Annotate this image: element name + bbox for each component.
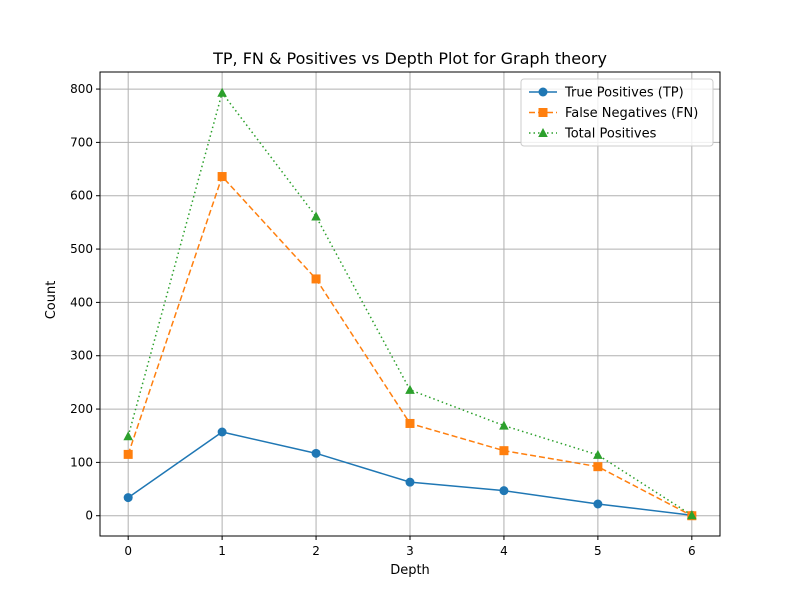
x-tick-label: 2 — [312, 544, 320, 558]
y-tick-label: 0 — [85, 509, 93, 523]
data-point — [593, 462, 603, 472]
y-tick-label: 200 — [70, 402, 93, 416]
data-point — [217, 172, 227, 182]
x-tick-label: 6 — [688, 544, 696, 558]
data-point — [687, 510, 697, 520]
chart-title: TP, FN & Positives vs Depth Plot for Gra… — [212, 49, 607, 68]
data-point — [123, 449, 133, 459]
legend-marker — [538, 108, 548, 117]
y-tick-label: 300 — [70, 349, 93, 363]
y-tick-label: 800 — [70, 82, 93, 96]
data-point — [405, 418, 415, 428]
series-3 — [123, 87, 697, 520]
y-tick-label: 100 — [70, 455, 93, 469]
x-tick-label: 3 — [406, 544, 414, 558]
legend: True Positives (TP) False Negatives (FN) T… — [520, 78, 714, 147]
data-point — [123, 493, 133, 503]
data-point — [311, 274, 321, 284]
data-point — [123, 431, 133, 441]
legend-marker — [538, 87, 548, 97]
legend-label: False Negatives (FN) — [565, 106, 698, 121]
x-tick-label: 1 — [218, 544, 226, 558]
data-point — [311, 448, 321, 458]
y-tick-label: 700 — [70, 135, 93, 149]
y-tick-label: 600 — [70, 189, 93, 203]
data-point — [499, 420, 509, 430]
x-tick-label: 0 — [124, 544, 132, 558]
legend-label: Total Positives — [564, 127, 657, 142]
data-point — [593, 449, 603, 459]
legend-item: Total Positives — [529, 127, 657, 142]
y-tick-label: 500 — [70, 242, 93, 256]
data-point — [311, 211, 321, 221]
x-tick-label: 5 — [594, 544, 602, 558]
series-layer — [123, 87, 697, 521]
data-point — [217, 427, 227, 437]
grid — [100, 72, 720, 536]
data-point — [499, 446, 509, 456]
x-tick-label: 4 — [500, 544, 508, 558]
x-axis-label: Depth — [390, 563, 430, 578]
y-axis-label: Count — [44, 281, 59, 320]
data-point — [405, 477, 415, 487]
data-point — [405, 384, 415, 394]
data-point — [499, 486, 509, 496]
legend-marker — [538, 128, 548, 137]
y-tick-label: 400 — [70, 295, 93, 309]
legend-box — [520, 78, 714, 147]
legend-item: True Positives (TP) — [529, 86, 684, 101]
legend-item: False Negatives (FN) — [529, 106, 698, 121]
ticks: 0 1 2 3 4 5 6 0 100 200 300 400 500 600 700 800 — [70, 82, 696, 558]
data-point — [217, 87, 227, 97]
legend-label: True Positives (TP) — [564, 86, 684, 101]
data-point — [593, 499, 603, 509]
